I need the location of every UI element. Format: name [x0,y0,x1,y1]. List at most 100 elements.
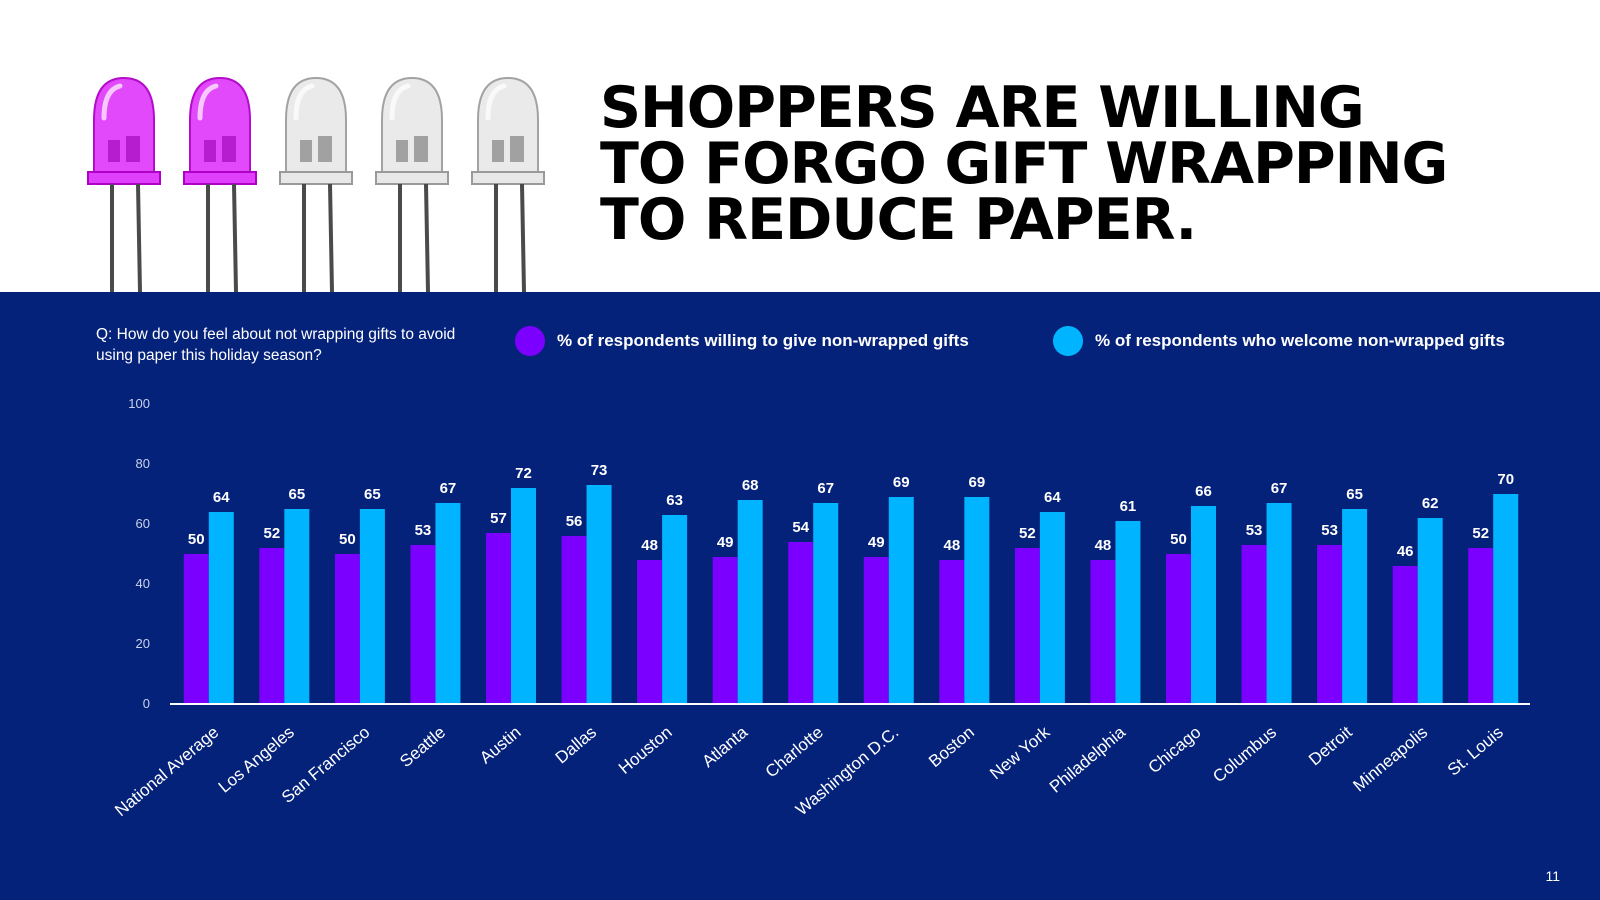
bar-series-1 [334,554,360,704]
lit-led-bulb [183,76,257,292]
data-label: 53 [1321,522,1338,539]
unlit-led-bulb [375,76,449,292]
data-label: 67 [817,480,834,497]
data-label: 65 [288,486,305,503]
data-label: 62 [1422,495,1439,512]
x-category-label: Detroit [1305,722,1356,769]
x-category-label: Austin [476,723,524,768]
bar-series-1 [410,545,436,704]
data-label: 67 [1271,480,1288,497]
y-tick-label: 0 [143,696,150,711]
x-category-label: Seattle [396,723,449,772]
bar-series-1 [1014,548,1040,704]
data-label: 56 [566,513,583,530]
bar-series-1 [486,533,511,704]
page-title: SHOPPERS ARE WILLING TO FORGO GIFT WRAPP… [600,75,1590,253]
bar-series-2 [813,503,839,704]
chart-panel: Q: How do you feel about not wrapping gi… [0,292,1600,900]
y-tick-label: 60 [136,516,150,531]
survey-question: Q: How do you feel about not wrapping gi… [96,326,456,364]
bar-series-1 [1317,545,1343,704]
unlit-led-bulb [279,76,353,292]
data-label: 72 [515,465,532,482]
bar-series-2 [964,497,990,704]
bar-series-2 [359,509,385,704]
bar-series-2 [511,488,536,704]
x-category-label: Atlanta [698,722,751,771]
data-label: 65 [1346,486,1363,503]
bar-series-2 [1417,518,1443,704]
title-line-1: SHOPPERS ARE WILLING [600,75,1365,141]
x-category-label: Columbus [1209,723,1280,787]
data-label: 57 [490,510,507,527]
data-label: 63 [666,492,683,509]
bar-series-2 [284,509,310,704]
bar-series-2 [1039,512,1065,704]
bar-series-1 [1166,554,1191,704]
x-category-label: St. Louis [1444,723,1507,780]
y-tick-label: 40 [136,576,150,591]
bar-series-2 [1191,506,1216,704]
data-label: 64 [1044,489,1061,506]
bar-series-1 [183,554,209,704]
bar-series-1 [1392,566,1418,704]
lit-led-bulb [87,76,161,292]
y-tick-label: 80 [136,456,150,471]
data-label: 52 [263,525,280,542]
bar-series-1 [1241,545,1267,704]
x-category-label: Dallas [552,723,600,768]
bar-series-2 [435,503,461,704]
bar-series-1 [637,560,663,704]
legend-swatch-purple [515,326,545,356]
bar-series-2 [208,512,234,704]
bar-series-1 [788,542,814,704]
header-section: SHOPPERS ARE WILLING TO FORGO GIFT WRAPP… [0,0,1600,292]
data-label: 69 [893,474,910,491]
data-label: 53 [1246,522,1263,539]
bar-series-1 [863,557,889,704]
page-number: 11 [1545,868,1560,884]
x-category-label: National Average [111,723,222,821]
data-label: 73 [591,462,608,479]
data-label: 70 [1497,471,1514,488]
data-label: 54 [792,519,809,536]
legend-item-willing-to-give: % of respondents willing to give non-wra… [515,326,969,356]
bar-series-2 [737,500,763,704]
bar-series-1 [259,548,285,704]
data-label: 53 [415,522,432,539]
bar-chart: 0 20 40 60 80 100 50 52 50 53 57 56 48 49 54 49 48 52 48 50… [111,396,1530,821]
data-label: 64 [213,489,230,506]
data-label: 67 [440,480,457,497]
bar-series-1 [1468,548,1494,704]
x-category-label: Charlotte [762,723,827,782]
legend-label-willing-to-give: % of respondents willing to give non-wra… [557,331,969,350]
data-label: 50 [339,531,356,548]
data-label: 66 [1195,483,1212,500]
title-line-3: TO REDUCE PAPER. [600,187,1197,253]
y-tick-label: 100 [128,396,150,411]
unlit-led-bulb [471,76,545,292]
title-line-2: TO FORGO GIFT WRAPPING [600,131,1448,197]
data-label: 52 [1472,525,1489,542]
bar-series-2 [662,515,688,704]
bar-series-1 [1090,560,1116,704]
data-label: 49 [868,534,885,551]
bar-series-1 [561,536,587,704]
legend-swatch-cyan [1053,326,1083,356]
x-category-label: Minneapolis [1350,723,1432,796]
data-label: 61 [1120,498,1137,515]
bar-series-2 [888,497,914,704]
x-category-label: Houston [615,723,676,778]
data-label: 52 [1019,525,1036,542]
bar-series-2 [1342,509,1368,704]
data-label: 69 [968,474,985,491]
data-label: 48 [943,537,960,554]
legend-item-welcome: % of respondents who welcome non-wrapped… [1053,326,1505,356]
data-label: 50 [1170,531,1187,548]
bar-series-2 [1493,494,1519,704]
legend-label-welcome: % of respondents who welcome non-wrapped… [1095,331,1505,350]
data-label: 65 [364,486,381,503]
led-bulbs-illustration [87,76,545,292]
x-category-label: New York [986,722,1054,783]
data-label: 48 [1095,537,1112,554]
